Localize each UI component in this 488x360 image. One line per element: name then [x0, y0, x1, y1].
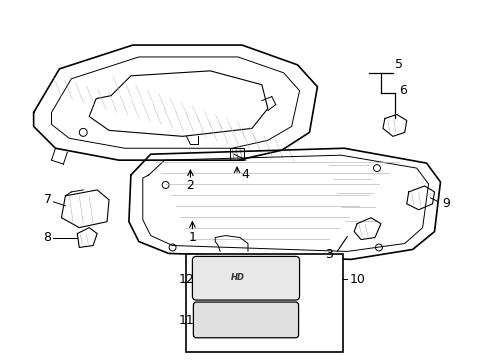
- FancyBboxPatch shape: [193, 302, 298, 338]
- Text: 3: 3: [325, 248, 333, 261]
- Text: 4: 4: [241, 167, 248, 181]
- Text: 7: 7: [43, 193, 51, 206]
- Text: 10: 10: [348, 273, 365, 286]
- FancyBboxPatch shape: [192, 256, 299, 300]
- Text: 1: 1: [188, 231, 196, 244]
- Bar: [186, 255, 343, 352]
- Text: 5: 5: [394, 58, 402, 71]
- Bar: [230, 148, 244, 160]
- Text: 12: 12: [178, 273, 194, 286]
- Text: 6: 6: [398, 84, 406, 97]
- Text: 8: 8: [43, 231, 51, 244]
- Text: HD: HD: [230, 273, 244, 282]
- Text: 11: 11: [178, 314, 194, 327]
- Text: 2: 2: [186, 179, 194, 193]
- Text: 9: 9: [442, 197, 449, 210]
